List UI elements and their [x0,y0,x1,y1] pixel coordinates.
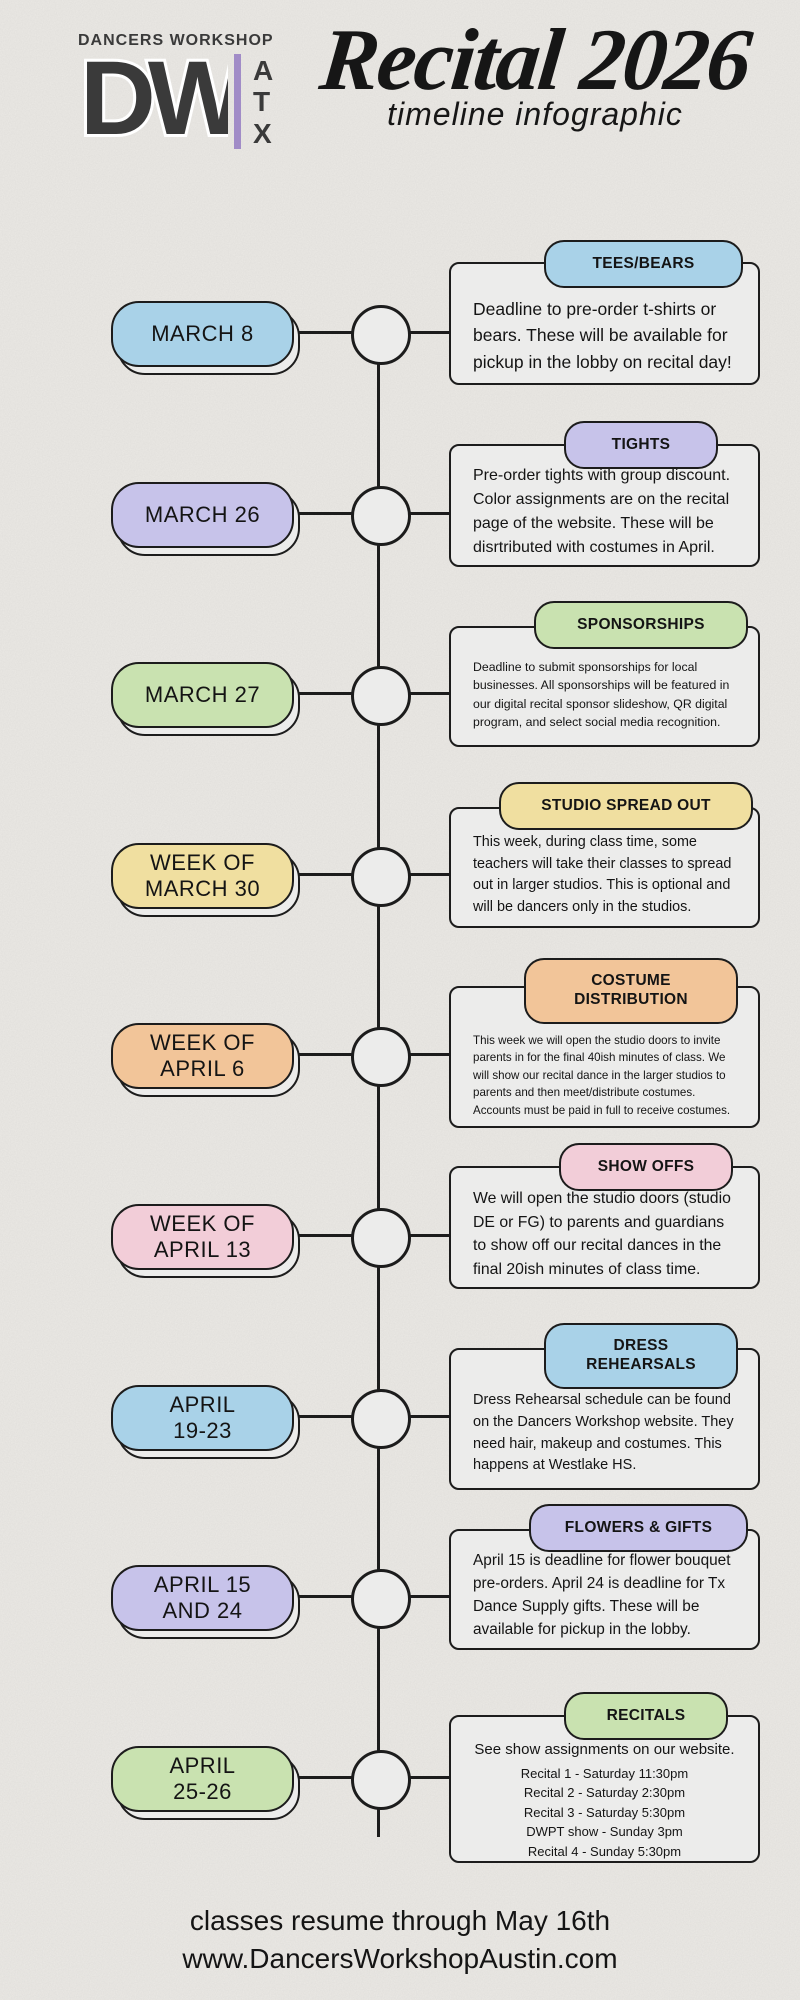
svg-text:DW: DW [80,46,228,151]
